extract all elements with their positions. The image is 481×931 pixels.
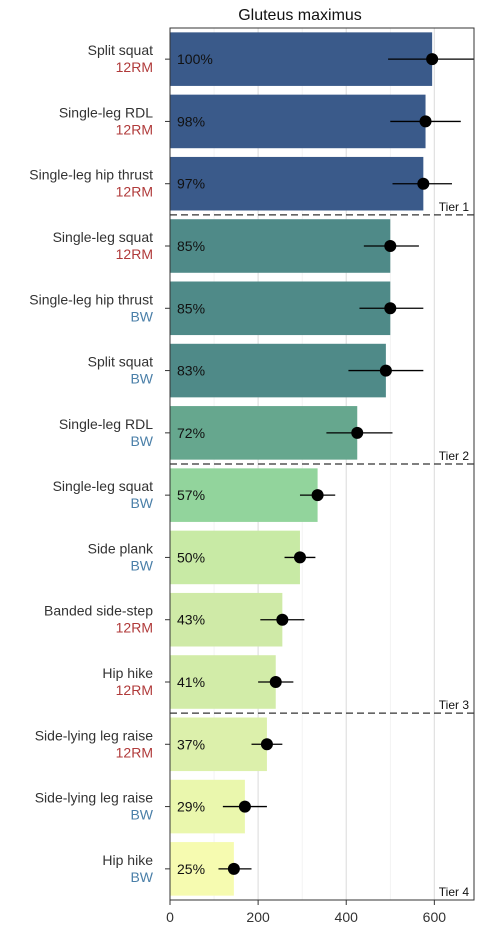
exercise-label: Single-leg hip thrust <box>29 291 153 307</box>
mean-point <box>417 177 430 190</box>
exercise-label: Single-leg squat <box>53 478 154 494</box>
bar <box>170 468 318 522</box>
load-label: 12RM <box>116 744 153 760</box>
bar-percent-label: 83% <box>177 363 205 379</box>
load-label: 12RM <box>116 121 153 137</box>
mean-point <box>238 800 251 813</box>
tier-label: Tier 3 <box>439 698 470 712</box>
x-tick-label: 600 <box>423 909 447 925</box>
load-label: BW <box>130 807 153 823</box>
bar-percent-label: 25% <box>177 861 205 877</box>
mean-point <box>227 862 240 875</box>
exercise-label: Hip hike <box>102 852 153 868</box>
mean-point <box>379 364 392 377</box>
x-tick-label: 400 <box>335 909 359 925</box>
tier-label: Tier 4 <box>439 885 470 899</box>
exercise-label: Single-leg RDL <box>59 416 153 432</box>
mean-point <box>276 613 289 626</box>
load-label: BW <box>130 433 153 449</box>
bar <box>170 530 300 585</box>
plot-border <box>169 27 475 901</box>
bar <box>170 281 391 336</box>
bar <box>170 219 391 273</box>
bar-percent-label: 57% <box>177 487 205 503</box>
bar <box>170 717 267 772</box>
exercise-label: Side-lying leg raise <box>35 790 153 806</box>
mean-point <box>311 489 324 502</box>
load-label: 12RM <box>116 682 153 698</box>
x-tick-label: 0 <box>166 909 174 925</box>
load-label: 12RM <box>116 620 153 636</box>
bar-percent-label: 85% <box>177 300 205 316</box>
mean-point <box>384 302 397 315</box>
mean-point <box>384 240 397 252</box>
exercise-label: Side-lying leg raise <box>35 727 153 743</box>
exercise-label: Split squat <box>88 42 153 58</box>
bar-percent-label: 100% <box>177 51 213 67</box>
mean-point <box>293 551 306 564</box>
bar-percent-label: 72% <box>177 425 205 441</box>
mean-point <box>269 676 282 688</box>
bar <box>170 94 426 149</box>
mean-point <box>351 426 364 439</box>
mean-point <box>419 115 432 128</box>
load-label: 12RM <box>116 246 153 262</box>
load-label: BW <box>130 308 153 324</box>
load-label: 12RM <box>116 59 153 75</box>
load-label: BW <box>130 371 153 387</box>
mean-point <box>260 738 273 751</box>
exercise-label: Single-leg hip thrust <box>29 167 153 183</box>
bar-percent-label: 29% <box>177 799 205 815</box>
mean-point <box>426 53 439 66</box>
exercise-label: Split squat <box>88 354 153 370</box>
bar-percent-label: 41% <box>177 674 205 690</box>
bar <box>170 406 358 460</box>
exercise-label: Single-leg squat <box>53 229 154 245</box>
load-label: BW <box>130 557 153 573</box>
bar-percent-label: 98% <box>177 113 205 129</box>
bar-percent-label: 37% <box>177 736 205 752</box>
exercise-label: Side plank <box>88 540 154 556</box>
bar-percent-label: 97% <box>177 176 205 192</box>
bar-percent-label: 50% <box>177 549 205 565</box>
exercise-label: Single-leg RDL <box>59 104 153 120</box>
load-label: BW <box>130 495 153 511</box>
tier-label: Tier 1 <box>439 200 470 214</box>
exercise-label: Banded side-step <box>44 603 153 619</box>
load-label: 12RM <box>116 184 153 200</box>
load-label: BW <box>130 869 153 885</box>
chart-title: Gluteus maximus <box>238 7 362 24</box>
bar <box>170 156 424 211</box>
bar-percent-label: 43% <box>177 612 205 628</box>
tier-label: Tier 2 <box>439 449 470 463</box>
bar-percent-label: 85% <box>177 238 205 254</box>
exercise-label: Hip hike <box>102 665 153 681</box>
x-tick-label: 200 <box>246 909 270 925</box>
